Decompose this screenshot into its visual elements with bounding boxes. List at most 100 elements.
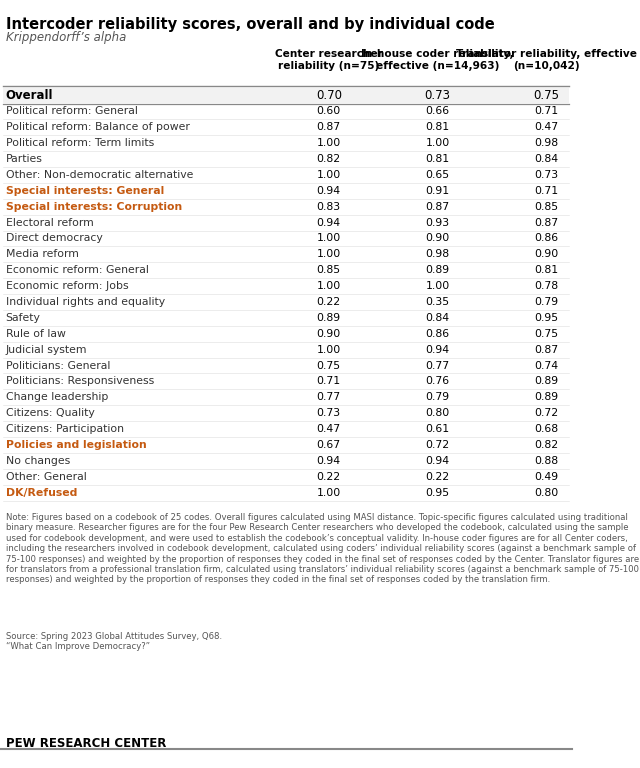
Text: 0.79: 0.79 [426, 392, 449, 402]
Text: Individual rights and equality: Individual rights and equality [6, 297, 165, 307]
Text: Note: Figures based on a codebook of 25 codes. Overall figures calculated using : Note: Figures based on a codebook of 25 … [6, 513, 639, 584]
Text: 0.74: 0.74 [534, 360, 558, 370]
Text: 0.89: 0.89 [534, 376, 558, 386]
Text: PEW RESEARCH CENTER: PEW RESEARCH CENTER [6, 737, 166, 750]
Text: Electoral reform: Electoral reform [6, 217, 93, 227]
Text: Center researcher
reliability (n=75): Center researcher reliability (n=75) [275, 49, 383, 71]
Text: 0.73: 0.73 [424, 89, 451, 102]
Text: 0.87: 0.87 [426, 202, 449, 212]
Text: 1.00: 1.00 [317, 488, 341, 498]
Text: Political reform: General: Political reform: General [6, 107, 138, 117]
Text: 0.82: 0.82 [534, 440, 558, 450]
Text: 0.72: 0.72 [534, 409, 558, 419]
Text: 0.65: 0.65 [426, 170, 449, 180]
Text: 0.73: 0.73 [317, 409, 341, 419]
Text: Special interests: General: Special interests: General [6, 186, 164, 196]
Text: 0.70: 0.70 [316, 89, 342, 102]
Text: 1.00: 1.00 [317, 250, 341, 260]
Bar [3, 88, 569, 103]
Text: Media reform: Media reform [6, 250, 79, 260]
Text: 0.67: 0.67 [317, 440, 341, 450]
Text: 0.75: 0.75 [533, 89, 559, 102]
Text: 0.71: 0.71 [534, 186, 558, 196]
Text: 0.87: 0.87 [534, 345, 558, 355]
Text: 0.94: 0.94 [317, 217, 341, 227]
Text: Intercoder reliability scores, overall and by individual code: Intercoder reliability scores, overall a… [6, 17, 495, 32]
Text: Political reform: Term limits: Political reform: Term limits [6, 138, 154, 148]
Text: Rule of law: Rule of law [6, 329, 65, 339]
Text: 0.87: 0.87 [317, 122, 341, 132]
Text: 0.66: 0.66 [426, 107, 449, 117]
Text: 0.98: 0.98 [534, 138, 558, 148]
Text: DK/Refused: DK/Refused [6, 488, 77, 498]
Text: 0.93: 0.93 [426, 217, 449, 227]
Text: No changes: No changes [6, 456, 70, 466]
Text: 0.73: 0.73 [534, 170, 558, 180]
Text: 0.35: 0.35 [426, 297, 449, 307]
Text: 0.85: 0.85 [317, 265, 341, 275]
Text: 1.00: 1.00 [317, 281, 341, 291]
Text: 0.81: 0.81 [426, 154, 449, 164]
Text: Translator reliability, effective
(n=10,042): Translator reliability, effective (n=10,… [456, 49, 637, 71]
Text: 1.00: 1.00 [317, 138, 341, 148]
Text: 1.00: 1.00 [317, 345, 341, 355]
Text: Other: Non-democratic alternative: Other: Non-democratic alternative [6, 170, 193, 180]
Text: 0.80: 0.80 [534, 488, 558, 498]
Text: 0.98: 0.98 [426, 250, 449, 260]
Text: 0.89: 0.89 [534, 392, 558, 402]
Text: 0.22: 0.22 [317, 297, 341, 307]
Text: 0.91: 0.91 [426, 186, 449, 196]
Text: Safety: Safety [6, 313, 40, 323]
Text: 0.90: 0.90 [317, 329, 341, 339]
Text: Politicians: Responsiveness: Politicians: Responsiveness [6, 376, 154, 386]
Text: 0.87: 0.87 [534, 217, 558, 227]
Text: Policies and legislation: Policies and legislation [6, 440, 147, 450]
Text: 1.00: 1.00 [317, 170, 341, 180]
Text: 1.00: 1.00 [317, 233, 341, 243]
Text: 0.71: 0.71 [534, 107, 558, 117]
Text: 0.47: 0.47 [317, 424, 341, 434]
Text: 0.77: 0.77 [317, 392, 341, 402]
Text: 0.84: 0.84 [426, 313, 449, 323]
Text: Krippendorff’s alpha: Krippendorff’s alpha [6, 31, 126, 44]
Text: Special interests: Corruption: Special interests: Corruption [6, 202, 182, 212]
Text: 0.95: 0.95 [426, 488, 449, 498]
Text: 0.81: 0.81 [534, 265, 558, 275]
Text: 0.78: 0.78 [534, 281, 558, 291]
Text: 0.89: 0.89 [426, 265, 449, 275]
Text: 0.75: 0.75 [534, 329, 558, 339]
Text: 0.61: 0.61 [426, 424, 449, 434]
Text: 0.86: 0.86 [534, 233, 558, 243]
Text: 0.22: 0.22 [426, 472, 449, 482]
Text: Overall: Overall [6, 89, 53, 102]
Text: 0.77: 0.77 [426, 360, 449, 370]
Text: 0.88: 0.88 [534, 456, 558, 466]
Text: 0.90: 0.90 [426, 233, 449, 243]
Text: Direct democracy: Direct democracy [6, 233, 102, 243]
Text: 0.60: 0.60 [317, 107, 341, 117]
Text: 0.86: 0.86 [426, 329, 449, 339]
Text: 0.72: 0.72 [426, 440, 449, 450]
Text: 0.79: 0.79 [534, 297, 558, 307]
Text: 0.94: 0.94 [426, 456, 449, 466]
Text: 0.47: 0.47 [534, 122, 558, 132]
Text: Citizens: Quality: Citizens: Quality [6, 409, 95, 419]
Text: 0.83: 0.83 [317, 202, 341, 212]
Text: 0.85: 0.85 [534, 202, 558, 212]
Text: 0.94: 0.94 [317, 186, 341, 196]
Text: Economic reform: General: Economic reform: General [6, 265, 148, 275]
Text: 0.49: 0.49 [534, 472, 558, 482]
Text: 0.82: 0.82 [317, 154, 341, 164]
Text: 0.80: 0.80 [426, 409, 449, 419]
Text: 0.22: 0.22 [317, 472, 341, 482]
Text: In-house coder reliability,
effective (n=14,963): In-house coder reliability, effective (n… [361, 49, 514, 71]
Text: 0.89: 0.89 [317, 313, 341, 323]
Text: Change leadership: Change leadership [6, 392, 108, 402]
Text: Economic reform: Jobs: Economic reform: Jobs [6, 281, 129, 291]
Text: 0.71: 0.71 [317, 376, 341, 386]
Text: 0.76: 0.76 [426, 376, 449, 386]
Text: Source: Spring 2023 Global Attitudes Survey, Q68.
“What Can Improve Democracy?”: Source: Spring 2023 Global Attitudes Sur… [6, 632, 222, 651]
Text: Political reform: Balance of power: Political reform: Balance of power [6, 122, 189, 132]
Text: Judicial system: Judicial system [6, 345, 87, 355]
Text: Other: General: Other: General [6, 472, 86, 482]
